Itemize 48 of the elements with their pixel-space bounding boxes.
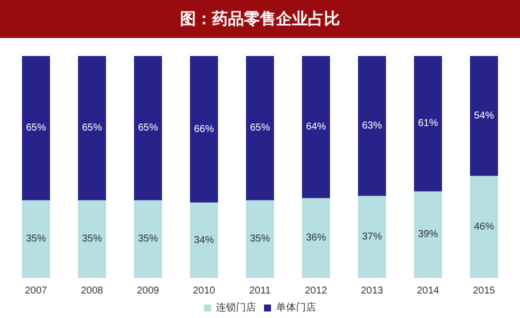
data-label: 66%: [194, 124, 214, 135]
data-label: 54%: [474, 110, 494, 122]
bar: [302, 56, 330, 198]
chart-title: 图：药品零售企业占比: [0, 0, 520, 38]
bar: [470, 56, 498, 176]
bar: [414, 191, 442, 278]
data-label: 61%: [418, 118, 438, 130]
bar: [22, 200, 50, 278]
bar: [358, 196, 386, 278]
data-label: 34%: [194, 234, 214, 246]
data-label: 65%: [250, 122, 270, 134]
data-label: 46%: [474, 221, 494, 232]
data-label: 35%: [26, 234, 46, 245]
data-label: 39%: [418, 229, 438, 240]
x-tick-label: 2015: [472, 286, 496, 296]
bar: [78, 200, 106, 278]
bar: [358, 56, 386, 196]
x-tick-label: 2012: [304, 286, 328, 296]
data-label: 35%: [250, 234, 270, 245]
data-label: 35%: [138, 234, 158, 245]
data-label: 63%: [362, 120, 382, 132]
legend-label: 连锁门店: [216, 302, 256, 314]
bar: [302, 198, 330, 278]
bar: [22, 56, 50, 200]
x-tick-label: 2013: [360, 286, 384, 296]
legend-label: 单体门店: [276, 302, 316, 314]
bar: [78, 56, 106, 200]
x-tick-label: 2007: [24, 286, 48, 296]
data-label: 37%: [362, 231, 382, 242]
bar: [246, 56, 274, 200]
data-label: 36%: [306, 232, 326, 244]
bar: [134, 200, 162, 278]
data-label: 65%: [82, 122, 102, 134]
bar: [190, 56, 218, 203]
bar: [414, 56, 442, 192]
x-tick-label: 2008: [80, 286, 104, 296]
data-label: 64%: [306, 122, 326, 133]
x-tick-label: 2010: [192, 286, 216, 296]
bar: [134, 56, 162, 200]
x-tick-label: 2014: [416, 286, 440, 296]
data-label: 35%: [82, 234, 102, 245]
data-label: 65%: [26, 122, 46, 134]
x-tick-label: 2009: [136, 286, 160, 296]
x-tick-label: 2011: [249, 286, 272, 296]
bar: [190, 202, 218, 278]
data-label: 65%: [138, 122, 158, 134]
bar: [246, 200, 274, 278]
bar: [470, 176, 498, 278]
